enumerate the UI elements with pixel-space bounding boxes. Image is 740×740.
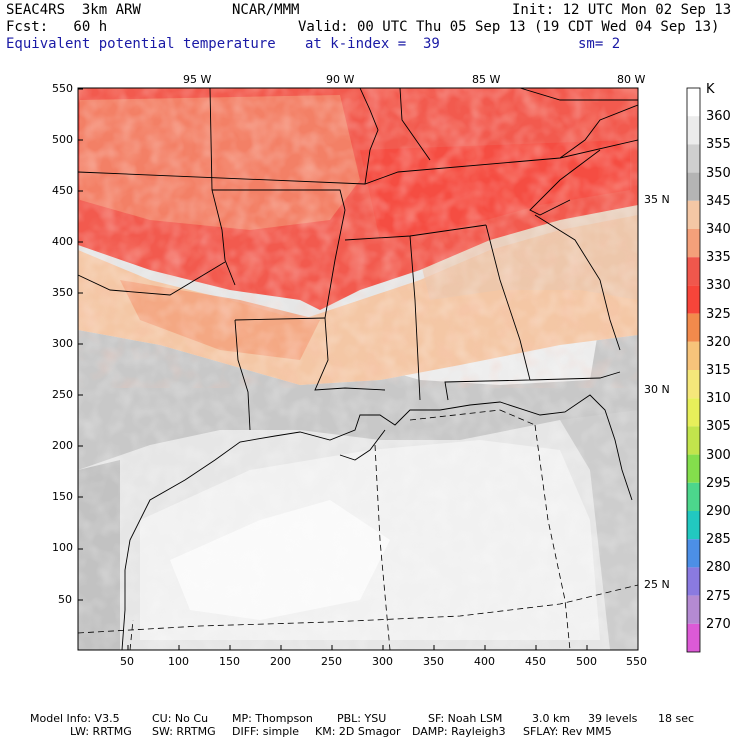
- colorbar-swatch: [687, 567, 700, 596]
- colorbar-swatch: [687, 482, 700, 511]
- x-tick-label: 350: [423, 655, 444, 668]
- colorbar-swatch: [687, 595, 700, 624]
- footer-lw: LW: RRTMG: [70, 725, 132, 738]
- init-time: Init: 12 UTC Mon 02 Sep 13: [512, 2, 732, 18]
- y-tick-label: 450: [52, 184, 73, 197]
- colorbar-unit: K: [706, 82, 715, 97]
- x-tick-label: 50: [120, 655, 134, 668]
- colorbar-swatch: [687, 200, 700, 229]
- colorbar-swatch: [687, 116, 700, 145]
- y-tick-label: 350: [52, 286, 73, 299]
- theta-e-field: [78, 88, 638, 650]
- x-tick-label: 250: [321, 655, 342, 668]
- colorbar-swatch: [687, 426, 700, 455]
- colorbar-level-label: 270: [706, 616, 731, 632]
- colorbar-swatch: [687, 454, 700, 483]
- colorbar-level-label: 325: [706, 306, 731, 322]
- valid-time: Valid: 00 UTC Thu 05 Sep 13 (19 CDT Wed …: [298, 19, 720, 35]
- colorbar-level-label: 350: [706, 165, 731, 181]
- y-tick-label: 400: [52, 235, 73, 248]
- colorbar-swatch: [687, 172, 700, 201]
- colorbar-level-label: 290: [706, 504, 731, 519]
- colorbar-swatch: [687, 341, 700, 370]
- lat-label: 25 N: [644, 578, 670, 591]
- x-tick-label: 100: [168, 655, 189, 668]
- y-tick-label: 100: [52, 541, 73, 554]
- footer-sflay: SFLAY: Rev MM5: [523, 725, 612, 738]
- footer-diff: DIFF: simple: [232, 725, 300, 738]
- footer-timestep: 18 sec: [658, 712, 695, 725]
- colorbar-swatch: [687, 511, 700, 540]
- colorbar-level-label: 355: [706, 137, 731, 153]
- lat-label: 30 N: [644, 383, 670, 396]
- footer-km: KM: 2D Smagor: [315, 725, 401, 738]
- axis-ticks: [78, 88, 588, 650]
- y-tick-label: 250: [52, 388, 73, 401]
- colorbar-level-label: 295: [706, 475, 731, 491]
- x-tick-label: 550: [626, 655, 647, 668]
- y-tick-label: 500: [52, 133, 73, 146]
- x-tick-label: 200: [270, 655, 291, 668]
- colorbar-level-label: 345: [706, 193, 731, 209]
- lon-label: 90 W: [326, 73, 355, 86]
- footer-model-info: Model Info: V3.5: [30, 712, 120, 725]
- colorbar-swatch: [687, 257, 700, 286]
- center-title: NCAR/MMM: [232, 2, 300, 18]
- colorbar-swatch: [687, 539, 700, 568]
- lat-label: 35 N: [644, 193, 670, 206]
- footer-pbl: PBL: YSU: [337, 712, 387, 725]
- colorbar-swatch: [687, 398, 700, 427]
- smooth-label: sm= 2: [578, 36, 621, 52]
- lon-label: 85 W: [472, 73, 501, 86]
- footer-levels: 39 levels: [588, 712, 638, 725]
- colorbar-level-label: 275: [706, 588, 731, 604]
- x-tick-label: 500: [576, 655, 597, 668]
- footer-sw: SW: RRTMG: [152, 725, 216, 738]
- colorbar-swatch: [687, 370, 700, 399]
- colorbar-level-label: 335: [706, 250, 731, 266]
- colorbar-level-label: 315: [706, 363, 731, 378]
- x-tick-label: 450: [525, 655, 546, 668]
- colorbar-swatch: [687, 313, 700, 342]
- y-tick-label: 50: [58, 593, 72, 606]
- colorbar-swatch: [687, 623, 700, 652]
- y-tick-label: 550: [52, 82, 73, 95]
- colorbar-level-label: 305: [706, 419, 731, 435]
- x-tick-label: 150: [219, 655, 240, 668]
- maritime-boundaries: [78, 409, 638, 650]
- footer-resolution: 3.0 km: [532, 712, 571, 725]
- colorbar-swatch: [687, 88, 700, 117]
- field-name: Equivalent potential temperature: [6, 36, 276, 52]
- colorbar: [686, 87, 701, 653]
- colorbar-level-label: 300: [706, 447, 731, 463]
- forecast-hour: Fcst: 60 h: [6, 19, 108, 35]
- footer-mp: MP: Thompson: [232, 712, 313, 725]
- footer-cu: CU: No Cu: [152, 712, 209, 725]
- map-frame: [77, 87, 639, 651]
- x-tick-label: 300: [372, 655, 393, 668]
- colorbar-swatch: [687, 229, 700, 258]
- colorbar-swatch: [687, 285, 700, 314]
- lon-label: 95 W: [183, 73, 212, 86]
- colorbar-level-label: 310: [706, 391, 731, 407]
- footer-damp: DAMP: Rayleigh3: [412, 725, 506, 738]
- model-title: SEAC4RS 3km ARW: [6, 2, 141, 18]
- colorbar-level-label: 330: [706, 278, 731, 294]
- colorbar-level-label: 285: [706, 532, 731, 548]
- y-tick-label: 300: [52, 337, 73, 350]
- y-tick-label: 200: [52, 439, 73, 452]
- footer-sf: SF: Noah LSM: [428, 712, 503, 725]
- x-tick-label: 400: [474, 655, 495, 668]
- colorbar-level-label: 360: [706, 109, 731, 125]
- y-tick-label: 150: [52, 490, 73, 503]
- level-label: at k-index = 39: [305, 36, 440, 52]
- colorbar-level-label: 320: [706, 334, 731, 350]
- colorbar-level-label: 340: [706, 222, 731, 237]
- political-boundaries: [78, 88, 638, 650]
- colorbar-swatch: [687, 144, 700, 173]
- colorbar-frame: [686, 87, 701, 653]
- colorbar-level-label: 280: [706, 560, 731, 576]
- lon-label: 80 W: [617, 73, 646, 86]
